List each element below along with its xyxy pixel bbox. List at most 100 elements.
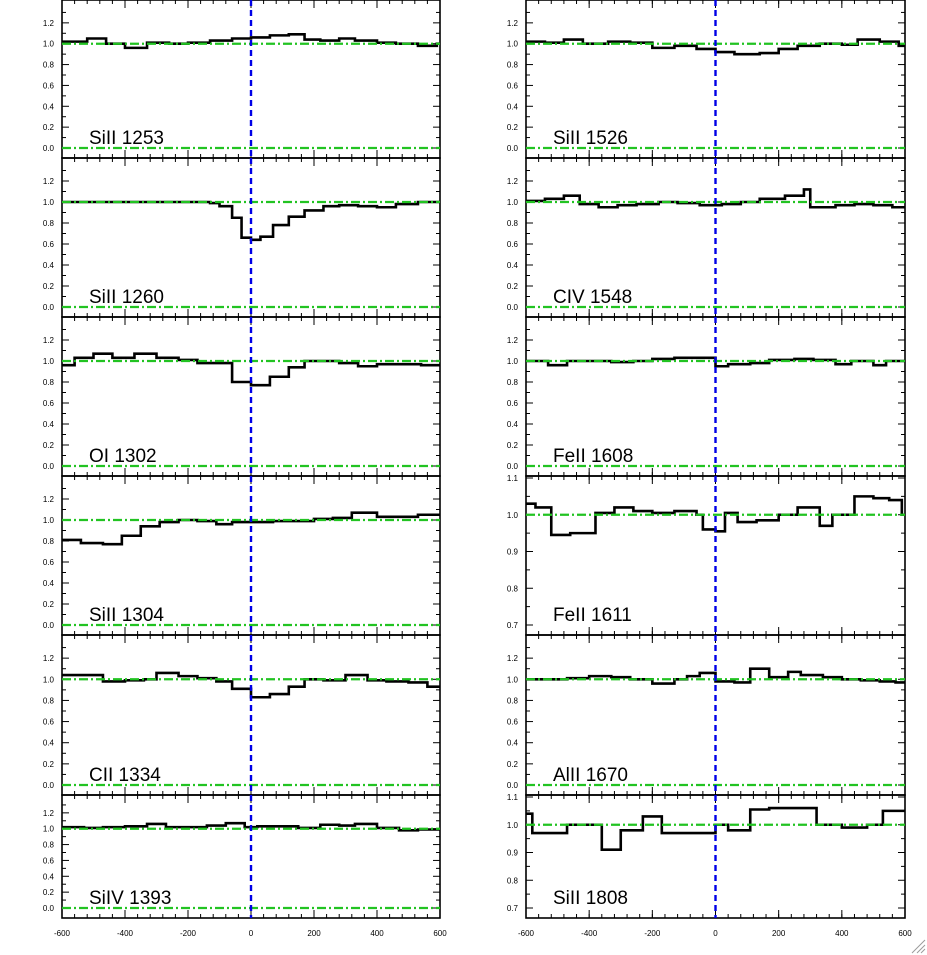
- y-tick-label: 1.0: [43, 675, 55, 684]
- y-tick-label: 0.8: [507, 378, 519, 387]
- spectrum-panel: 0.7 0.8 0.9 1.0 1.1 SiII 1808: [507, 793, 906, 919]
- y-tick-label: 0.4: [43, 579, 55, 588]
- y-tick-label: 0.6: [507, 718, 519, 727]
- y-tick-label: 0.6: [507, 81, 519, 90]
- y-tick-label: 0.6: [43, 718, 55, 727]
- y-tick-label: 0.8: [507, 61, 519, 70]
- x-tick-label: 400: [370, 929, 384, 938]
- panel-label: OI 1302: [89, 446, 157, 467]
- spectrum-panel: 0.0 0.2 0.4 0.6 0.8 1.0 1.2 CII 1334: [43, 634, 441, 796]
- y-tick-label: 0.4: [507, 102, 519, 111]
- y-tick-label: 0.4: [43, 739, 55, 748]
- y-tick-label: 0.4: [507, 261, 519, 270]
- y-tick-label: 1.0: [507, 198, 519, 207]
- x-tick-label: 600: [898, 929, 912, 938]
- y-tick-label: 0.4: [43, 261, 55, 270]
- spectrum-line: [526, 667, 905, 685]
- x-axes-layer: -600 -400 -200 0 200 400 600 -600 -400 -200 0 200 40…: [54, 929, 912, 938]
- y-tick-label: 1.0: [507, 821, 519, 830]
- y-tick-label: 1.0: [43, 516, 55, 525]
- y-tick-label: 0.9: [507, 849, 519, 858]
- x-tick-label: 400: [835, 929, 849, 938]
- panel-label: SiII 1526: [553, 128, 628, 149]
- y-tick-label: 0.2: [43, 888, 55, 897]
- y-tick-label: 0.8: [43, 61, 55, 70]
- y-tick-label: 0.6: [507, 399, 519, 408]
- y-tick-label: 1.0: [43, 198, 55, 207]
- spectrum-line: [526, 188, 905, 209]
- y-tick-label: 0.6: [507, 240, 519, 249]
- y-tick-label: 0.2: [43, 760, 55, 769]
- x-tick-label: 600: [433, 929, 447, 938]
- spectrum-panel: 0.0 0.2 0.4 0.6 0.8 1.0 1.2 OI 1302: [43, 316, 441, 477]
- spectrum-panel: 0.0 0.2 0.4 0.6 0.8 1.0 1.2 AlII 1670: [507, 634, 906, 796]
- y-tick-label: 1.2: [43, 809, 55, 818]
- panel-label: SiIV 1393: [89, 888, 171, 909]
- spectrum-panel: 0.0 0.2 0.4 0.6 0.8 1.0 1.2 SiII 1253: [43, 0, 441, 159]
- y-tick-label: 0.8: [43, 696, 55, 705]
- y-tick-label: 1.1: [507, 793, 519, 802]
- y-tick-label: 0.0: [507, 781, 519, 790]
- y-tick-label: 0.0: [43, 303, 55, 312]
- y-tick-label: 0.6: [43, 856, 55, 865]
- spectrum-panel: 0.0 0.2 0.4 0.6 0.8 1.0 1.2 SiII 1526: [507, 0, 906, 159]
- y-tick-label: 0.8: [43, 841, 55, 850]
- spectrum-panel: 0.0 0.2 0.4 0.6 0.8 1.0 1.2 CIV 1548: [507, 157, 906, 318]
- y-tick-label: 0.6: [43, 399, 55, 408]
- y-tick-label: 0.8: [43, 219, 55, 228]
- spectrum-panel: 0.0 0.2 0.4 0.6 0.8 1.0 1.2 SiII 1304: [43, 475, 441, 636]
- x-tick-label: 0: [249, 929, 254, 938]
- y-tick-label: 0.8: [507, 584, 519, 593]
- y-tick-label: 1.0: [43, 825, 55, 834]
- y-tick-label: 1.0: [507, 40, 519, 49]
- y-tick-label: 0.0: [43, 904, 55, 913]
- spectrum-line: [526, 495, 905, 537]
- spectrum-line: [62, 511, 440, 546]
- panel-label: CII 1334: [89, 765, 161, 786]
- y-tick-label: 0.8: [507, 219, 519, 228]
- x-tick-label: -400: [581, 929, 598, 938]
- y-tick-label: 0.0: [43, 462, 55, 471]
- panel-label: FeII 1608: [553, 446, 633, 467]
- y-tick-label: 0.2: [43, 600, 55, 609]
- y-tick-label: 0.4: [507, 739, 519, 748]
- spectrum-line: [62, 200, 440, 242]
- x-tick-label: -200: [180, 929, 197, 938]
- panel-label: SiII 1260: [89, 287, 164, 308]
- y-tick-label: 1.0: [507, 675, 519, 684]
- y-tick-label: 0.0: [507, 462, 519, 471]
- y-tick-label: 0.7: [507, 621, 519, 630]
- y-tick-label: 0.2: [43, 441, 55, 450]
- y-tick-label: 0.6: [43, 240, 55, 249]
- y-tick-label: 0.2: [43, 123, 55, 132]
- x-tick-label: -600: [54, 929, 71, 938]
- y-tick-label: 1.2: [507, 336, 519, 345]
- y-tick-label: 1.2: [43, 654, 55, 663]
- x-tick-label: 200: [307, 929, 321, 938]
- panel-label: AlII 1670: [553, 765, 628, 786]
- x-tick-label: -200: [644, 929, 661, 938]
- y-tick-label: 1.1: [507, 474, 519, 483]
- x-tick-label: 0: [713, 929, 718, 938]
- y-tick-label: 1.2: [507, 19, 519, 28]
- y-tick-label: 1.0: [43, 40, 55, 49]
- panel-label: SiII 1253: [89, 128, 164, 149]
- window-resize-handle-icon[interactable]: [911, 939, 926, 954]
- y-tick-label: 0.8: [507, 696, 519, 705]
- y-tick-label: 1.2: [507, 654, 519, 663]
- y-tick-label: 0.2: [43, 282, 55, 291]
- x-tick-label: -400: [117, 929, 134, 938]
- y-tick-label: 1.2: [43, 177, 55, 186]
- spectrum-panel: 0.7 0.8 0.9 1.0 1.1 FeII 1611: [507, 474, 906, 636]
- y-tick-label: 1.2: [43, 495, 55, 504]
- y-tick-label: 1.0: [507, 511, 519, 520]
- y-tick-label: 1.2: [43, 336, 55, 345]
- y-tick-label: 0.6: [43, 81, 55, 90]
- y-tick-label: 0.4: [43, 420, 55, 429]
- y-tick-label: 0.2: [507, 282, 519, 291]
- y-tick-label: 0.2: [507, 123, 519, 132]
- y-tick-label: 0.0: [507, 144, 519, 153]
- y-tick-label: 0.9: [507, 548, 519, 557]
